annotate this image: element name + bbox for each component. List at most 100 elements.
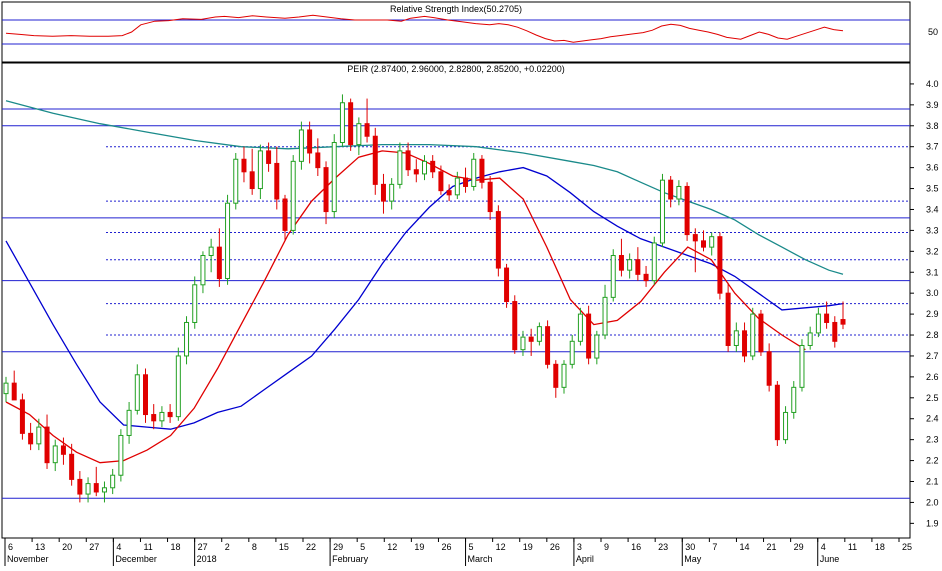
candle-body xyxy=(495,211,501,269)
x-tick-label: 19 xyxy=(523,542,533,552)
x-tick-label: 25 xyxy=(902,542,912,552)
x-tick-label: 13 xyxy=(35,542,45,552)
x-tick-label: 16 xyxy=(631,542,641,552)
x-tick-label: 4 xyxy=(821,542,826,552)
candle-body xyxy=(364,123,370,137)
candle-body xyxy=(676,185,682,200)
candle-body xyxy=(446,190,452,196)
x-tick-label: 5 xyxy=(469,542,474,552)
x-tick-label: 12 xyxy=(496,542,506,552)
candle-body xyxy=(93,483,99,493)
candle-body xyxy=(586,313,592,359)
candle-body xyxy=(799,344,805,388)
candle-body xyxy=(200,255,206,286)
x-tick-label: 11 xyxy=(848,542,857,552)
candle-body xyxy=(561,363,567,388)
candle-body xyxy=(77,478,83,495)
candle-body xyxy=(323,167,329,213)
y-tick-label: 3.3 xyxy=(926,225,939,235)
y-tick-label: 1.9 xyxy=(926,518,939,528)
x-tick-label: 5 xyxy=(360,542,365,552)
x-tick-label: 2 xyxy=(225,542,230,552)
candle-body xyxy=(471,158,477,187)
candle-body xyxy=(397,150,403,185)
x-tick-label: 23 xyxy=(658,542,668,552)
price-panel: PEIR (2.87400, 2.96000, 2.82800, 2.85200… xyxy=(1,62,939,566)
candle-body xyxy=(430,160,436,173)
candle-body xyxy=(126,409,132,436)
candle-body xyxy=(701,240,706,248)
candle-body xyxy=(733,330,739,346)
candle-body xyxy=(118,434,124,476)
y-tick-label: 2.1 xyxy=(926,477,939,487)
y-tick-label: 3.1 xyxy=(926,267,939,277)
x-tick-label: 20 xyxy=(62,542,72,552)
candle-body xyxy=(545,326,551,365)
month-label: May xyxy=(684,554,702,564)
candle-body xyxy=(791,386,797,413)
y-tick-label: 3.5 xyxy=(926,184,939,194)
candle-body xyxy=(85,483,91,495)
candle-body xyxy=(627,259,633,271)
x-tick-label: 30 xyxy=(685,542,695,552)
x-tick-label: 18 xyxy=(171,542,181,552)
candle-body xyxy=(101,487,107,493)
rsi-title: Relative Strength Index(50.2705) xyxy=(390,4,522,14)
candle-body xyxy=(512,301,518,351)
rsi-tick-label: 50 xyxy=(928,27,938,37)
y-tick-label: 2.2 xyxy=(926,456,939,466)
candle-body xyxy=(290,160,296,231)
candle-body xyxy=(504,267,510,303)
y-tick-label: 2.3 xyxy=(926,435,939,445)
y-tick-label: 3.4 xyxy=(926,204,939,214)
candle-body xyxy=(348,102,354,146)
candle-body xyxy=(717,236,723,294)
candle-body xyxy=(815,313,821,334)
candle-body xyxy=(824,313,830,323)
candle-body xyxy=(52,445,58,464)
candle-body xyxy=(463,177,469,187)
rsi-frame xyxy=(1,1,911,63)
y-tick-label: 2.5 xyxy=(926,393,939,403)
y-tick-label: 4.0 xyxy=(926,79,939,89)
month-label: December xyxy=(115,554,157,564)
x-tick-label: 4 xyxy=(116,542,121,552)
y-tick-label: 2.9 xyxy=(926,309,939,319)
candle-body xyxy=(225,202,231,280)
month-label: June xyxy=(820,554,840,564)
candle-body xyxy=(684,185,690,236)
candle-body xyxy=(110,474,116,489)
candle-body xyxy=(553,363,559,388)
y-tick-label: 3.6 xyxy=(926,163,939,173)
candle-body xyxy=(766,351,772,386)
candle-body xyxy=(69,453,75,480)
candle-body xyxy=(257,150,263,190)
candle-body xyxy=(413,169,419,175)
x-tick-label: 29 xyxy=(794,542,804,552)
candle-body xyxy=(356,123,362,146)
candle-body xyxy=(143,374,148,416)
price-frame xyxy=(1,62,911,539)
y-tick-label: 2.7 xyxy=(926,351,939,361)
candle-body xyxy=(19,399,25,434)
candle-body xyxy=(175,355,181,418)
x-tick-label: 7 xyxy=(712,542,717,552)
month-label: February xyxy=(332,554,369,564)
candle-body xyxy=(528,336,534,342)
x-tick-label: 12 xyxy=(387,542,397,552)
y-tick-label: 2.4 xyxy=(926,414,939,424)
candle-body xyxy=(594,334,600,359)
moving-average-line xyxy=(5,100,844,275)
x-tick-label: 6 xyxy=(8,542,13,552)
rsi-line xyxy=(5,14,844,43)
candle-body xyxy=(709,236,715,248)
candle-body xyxy=(331,142,337,213)
candle-body xyxy=(3,382,9,395)
candle-body xyxy=(159,411,165,422)
candle-body xyxy=(208,246,214,257)
candle-body xyxy=(372,135,378,185)
candle-body xyxy=(577,313,583,342)
month-label: April xyxy=(576,554,594,564)
